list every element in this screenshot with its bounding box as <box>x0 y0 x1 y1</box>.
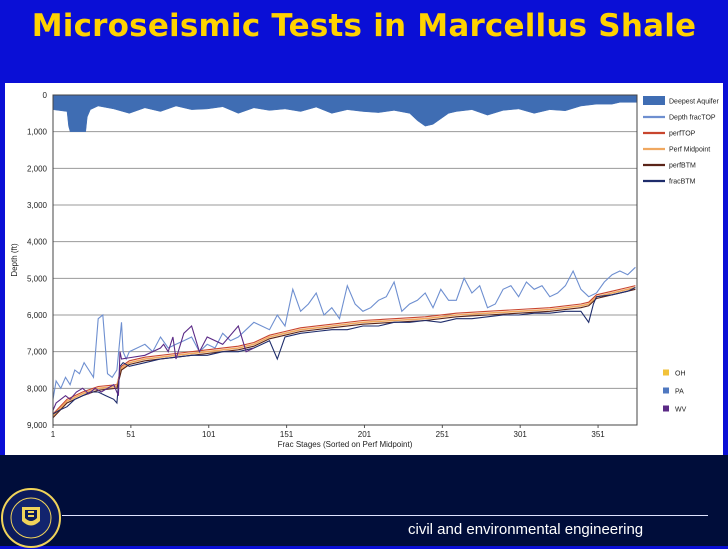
y-tick-label: 2,000 <box>27 164 48 173</box>
series-line-perfbtm <box>52 288 636 419</box>
y-tick-label: 3,000 <box>27 201 48 210</box>
legend-label: perfBTM <box>669 163 696 170</box>
y-axis-label: Depth (ft) <box>10 243 19 277</box>
state-legend-label: PA <box>675 389 684 396</box>
legend-label: Deepest Aquifer <box>669 99 719 106</box>
series-line-wv <box>52 324 255 411</box>
y-tick-label: 4,000 <box>27 238 48 247</box>
state-legend-swatch <box>663 405 669 412</box>
footer-bar <box>0 455 728 546</box>
plot-area <box>53 95 637 425</box>
x-tick-label: 201 <box>358 430 372 439</box>
x-tick-label: 101 <box>202 430 216 439</box>
plot-frame <box>52 94 638 426</box>
x-axis-label: Frac Stages (Sorted on Perf Midpoint) <box>278 440 413 449</box>
y-tick-label: 1,000 <box>27 128 48 137</box>
x-tick-label: 351 <box>591 430 605 439</box>
slide-title: Microseismic Tests in Marcellus Shale <box>31 8 697 44</box>
x-tick-label: 151 <box>280 430 294 439</box>
y-tick-label: 6,000 <box>27 311 48 320</box>
university-seal-logo <box>1 488 61 548</box>
state-legend-label: OH <box>675 371 686 378</box>
legend-swatch <box>643 96 665 105</box>
series-line-fracbtm <box>52 287 636 415</box>
chart-panel: 0 1,000 2,000 3,000 4,000 5,000 6,000 7,000 8,00… <box>5 83 723 455</box>
footer-divider <box>62 515 708 516</box>
legend-label: Depth fracTOP <box>669 115 716 122</box>
depth-chart: 0 1,000 2,000 3,000 4,000 5,000 6,000 7,000 8,00… <box>10 91 719 449</box>
y-tick-label: 8,000 <box>27 384 48 393</box>
legend-label: Perf Midpoint <box>669 147 710 154</box>
state-legend-label: WV <box>675 407 687 414</box>
y-tick-label: 9,000 <box>27 421 48 430</box>
legend-label: fracBTM <box>669 179 696 186</box>
y-tick-label: 5,000 <box>27 274 48 283</box>
series-line-depth-fractop <box>52 266 636 400</box>
y-tick-label: 0 <box>43 91 48 100</box>
state-legend-swatch <box>663 387 669 394</box>
x-tick-label: 301 <box>514 430 528 439</box>
state-legend-swatch <box>663 369 669 376</box>
x-tick-label: 51 <box>126 430 135 439</box>
legend-label: perfTOP <box>669 131 696 138</box>
x-tick-label: 251 <box>436 430 450 439</box>
department-name: civil and environmental engineering <box>408 521 644 538</box>
y-tick-label: 7,000 <box>27 348 48 357</box>
x-tick-label: 1 <box>51 430 56 439</box>
series-area-deepest-aquifer <box>52 94 638 132</box>
